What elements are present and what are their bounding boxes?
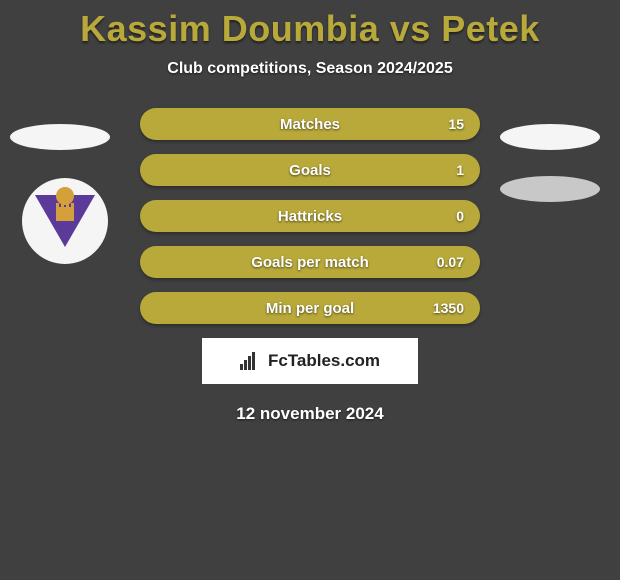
player-left-placeholder [10,124,110,150]
stat-label: Min per goal [266,300,354,317]
stat-row-goals-per-match: Goals per match 0.07 [140,246,480,278]
bar-chart-icon [240,352,262,370]
stat-row-goals: Goals 1 [140,154,480,186]
stat-label: Matches [280,116,340,133]
stat-value: 15 [448,116,464,132]
stat-row-hattricks: Hattricks 0 [140,200,480,232]
brand-text: FcTables.com [268,351,380,371]
player-right-placeholder-1 [500,124,600,150]
stat-row-min-per-goal: Min per goal 1350 [140,292,480,324]
stat-value: 0 [456,208,464,224]
stat-row-matches: Matches 15 [140,108,480,140]
date-label: 12 november 2024 [0,404,620,424]
page-subtitle: Club competitions, Season 2024/2025 [0,60,620,78]
stat-label: Goals per match [251,254,369,271]
crest-castle-icon [56,207,74,221]
stats-list: Matches 15 Goals 1 Hattricks 0 Goals per… [140,108,480,324]
page-title: Kassim Doumbia vs Petek [0,0,620,50]
player-right-placeholder-2 [500,176,600,202]
stat-value: 1350 [433,300,464,316]
stat-value: 0.07 [437,254,464,270]
stat-value: 1 [456,162,464,178]
club-crest [22,178,108,264]
stat-label: Goals [289,162,331,179]
stat-label: Hattricks [278,208,342,225]
brand-link[interactable]: FcTables.com [202,338,418,384]
